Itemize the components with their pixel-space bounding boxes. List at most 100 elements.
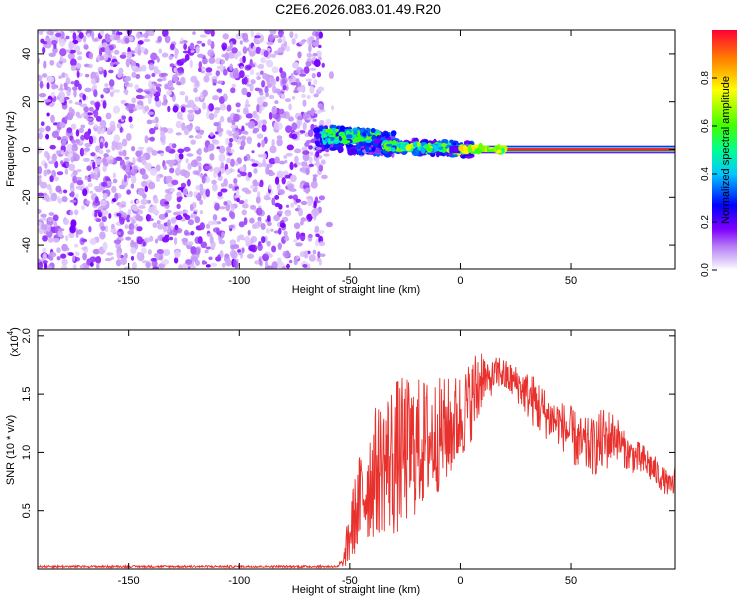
heatmap-speckle [234, 182, 238, 187]
heatmap-speckle [293, 222, 301, 230]
heatmap-speckle [183, 229, 189, 236]
heatmap-speckle [100, 225, 106, 231]
snr-frame [37, 329, 676, 570]
heatmap-speckle [197, 236, 203, 244]
heatmap-speckle [265, 228, 270, 234]
heatmap-speckle [142, 241, 146, 247]
heatmap-speckle [275, 76, 280, 82]
heatmap-blob [467, 146, 472, 153]
heatmap-speckle [212, 214, 218, 221]
heatmap-speckle [110, 256, 114, 260]
heatmap-speckle [216, 146, 220, 150]
heatmap-speckle [60, 160, 64, 166]
heatmap-speckle [168, 55, 173, 60]
heatmap-speckle [211, 183, 218, 192]
heatmap-speckle [212, 227, 220, 233]
heatmap-blob [335, 128, 339, 132]
snr-x-axis-label: Height of straight line (km) [292, 584, 420, 596]
heatmap-speckle [297, 204, 301, 209]
heatmap-speckle [60, 253, 67, 259]
heatmap-speckle [95, 256, 102, 264]
heatmap-speckle [94, 123, 98, 128]
heatmap-speckle [67, 52, 75, 60]
heatmap-speckle [246, 91, 252, 98]
heatmap-speckle [129, 216, 133, 221]
heatmap-blob [390, 141, 398, 146]
heatmap-speckle [141, 180, 148, 188]
heatmap-speckle [46, 230, 53, 238]
heatmap-speckle [58, 91, 65, 100]
heatmap-speckle [232, 132, 239, 139]
heatmap-speckle [274, 88, 281, 94]
heatmap-speckle [318, 259, 322, 266]
heatmap-speckle [39, 80, 44, 89]
heatmap-speckle [125, 81, 129, 86]
heatmap-speckle [120, 200, 127, 208]
snr-line-layer [38, 353, 675, 569]
heatmap-speckle [162, 30, 169, 38]
heatmap-speckle [82, 188, 88, 197]
heatmap-speckle [215, 70, 220, 77]
heatmap-speckle [288, 103, 292, 111]
heatmap-speckle [209, 262, 218, 267]
heatmap-speckle [308, 254, 316, 262]
y-tick-label: 1.5 [21, 386, 33, 401]
heatmap-speckle [225, 168, 231, 175]
heatmap-speckle [87, 128, 92, 135]
heatmap-speckle [236, 138, 241, 145]
heatmap-speckle [151, 259, 158, 268]
heatmap-speckle [63, 218, 70, 226]
heatmap-speckle [125, 236, 132, 241]
heatmap-speckle [199, 199, 204, 205]
heatmap-speckle [233, 113, 240, 122]
heatmap-speckle [144, 185, 148, 193]
heatmap-speckle [126, 30, 132, 36]
heatmap-speckle [38, 166, 43, 175]
heatmap-blob [325, 128, 329, 133]
heatmap-speckle [66, 143, 74, 153]
heatmap-speckle [99, 55, 105, 61]
heatmap-speckle [247, 253, 254, 259]
heatmap-speckle [249, 204, 257, 210]
heatmap-speckle [214, 202, 220, 211]
heatmap-speckle [172, 105, 179, 113]
heatmap-speckle [144, 162, 152, 170]
heatmap-speckle [218, 239, 225, 245]
heatmap-speckle [302, 122, 307, 131]
heatmap-speckle [51, 39, 58, 46]
heatmap-speckle [128, 116, 133, 123]
heatmap-speckle [308, 145, 313, 150]
heatmap-speckle [219, 250, 224, 259]
heatmap-speckle [252, 45, 257, 52]
heatmap-speckle [56, 171, 64, 176]
heatmap-speckle [186, 241, 194, 246]
heatmap-speckle [72, 152, 77, 158]
heatmap-speckle [65, 35, 70, 40]
heatmap-speckle [278, 189, 285, 195]
heatmap-speckle [303, 250, 309, 259]
heatmap-speckle [72, 170, 78, 176]
heatmap-speckle [125, 58, 130, 68]
heatmap-speckle [164, 193, 172, 202]
heatmap-speckle [43, 262, 48, 269]
heatmap-speckle [218, 145, 226, 154]
heatmap-speckle [220, 188, 228, 193]
heatmap-speckle [136, 226, 143, 232]
heatmap-speckle [96, 262, 100, 269]
heatmap-speckle [315, 233, 320, 238]
heatmap-speckle [70, 156, 74, 163]
heatmap-speckle [171, 179, 179, 186]
heatmap-speckle [271, 245, 277, 253]
heatmap-speckle [259, 91, 264, 96]
heatmap-speckle [176, 191, 181, 198]
heatmap-speckle [69, 210, 74, 216]
heatmap-blob [428, 147, 433, 152]
heatmap-speckle [104, 225, 109, 233]
heatmap-speckle [103, 161, 109, 167]
heatmap-speckle [75, 193, 79, 199]
heatmap-speckle [307, 129, 314, 137]
heatmap-speckle [115, 156, 123, 161]
heatmap-speckle [176, 111, 183, 120]
heatmap-speckle [38, 264, 43, 269]
heatmap-speckle [200, 66, 206, 70]
